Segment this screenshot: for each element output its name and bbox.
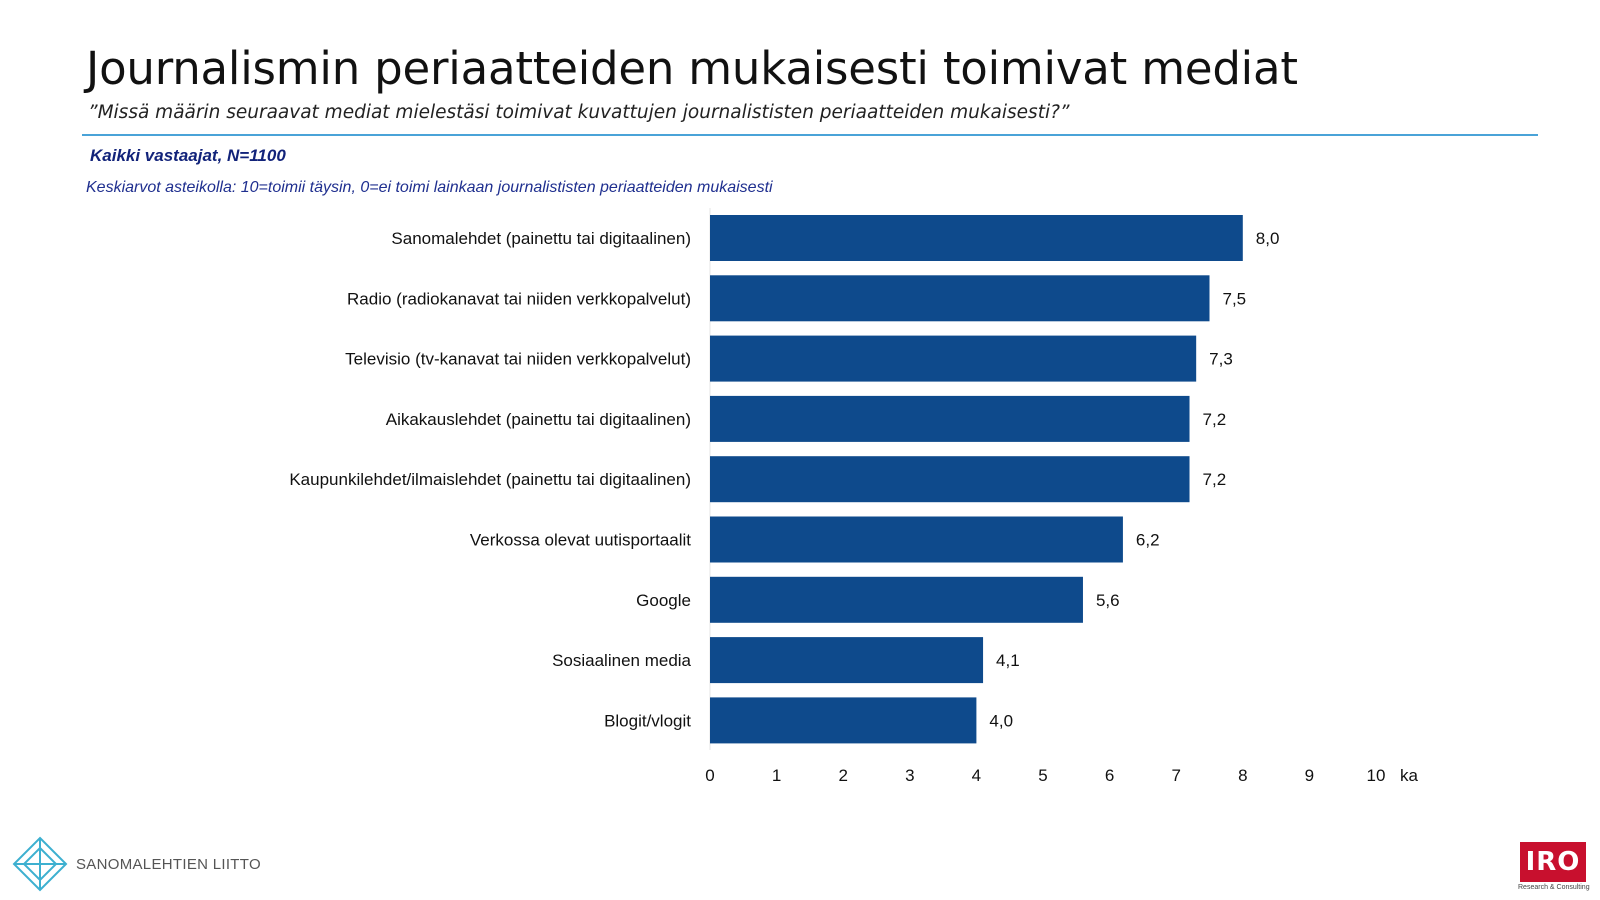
category-label: Blogit/vlogit [604,711,691,730]
value-label: 7,3 [1209,350,1233,369]
category-label: Verkossa olevat uutisportaalit [470,531,691,550]
x-tick-label: 9 [1305,766,1314,785]
x-axis-unit-label: ka [1400,766,1419,785]
bar [710,576,1083,623]
x-tick-label: 2 [838,766,847,785]
category-label: Sanomalehdet (painettu tai digitaalinen) [391,229,691,248]
x-tick-label: 6 [1105,766,1114,785]
bar [710,697,977,744]
header-divider [82,134,1538,136]
category-label: Sosiaalinen media [552,651,691,670]
category-label: Aikakauslehdet (painettu tai digitaaline… [386,410,691,429]
value-label: 7,2 [1203,410,1227,429]
x-tick-label: 1 [772,766,781,785]
x-tick-label: 3 [905,766,914,785]
x-tick-label: 10 [1367,766,1386,785]
bar [710,456,1190,503]
bar [710,516,1123,563]
iro-logo-subtitle: Research & Consulting [1518,884,1590,891]
value-label: 5,6 [1096,591,1120,610]
bar [710,275,1210,322]
value-label: 8,0 [1256,229,1280,248]
chart-subtitle: ”Missä määrin seuraavat mediat mielestäs… [88,102,1070,123]
x-tick-label: 8 [1238,766,1247,785]
bar [710,637,984,684]
scale-note: Keskiarvot asteikolla: 10=toimii täysin,… [86,179,773,196]
x-tick-label: 4 [972,766,981,785]
value-label: 7,2 [1203,470,1227,489]
bar [710,395,1190,442]
category-label: Kaupunkilehdet/ilmaislehdet (painettu ta… [289,470,691,489]
x-tick-label: 0 [705,766,714,785]
value-label: 4,0 [989,711,1013,730]
x-tick-label: 5 [1038,766,1047,785]
category-label: Radio (radiokanavat tai niiden verkkopal… [347,289,691,308]
chart-title: Journalismin periaatteiden mukaisesti to… [86,42,1298,95]
x-tick-label: 7 [1171,766,1180,785]
bar [710,335,1197,382]
sanomalehtien-liitto-label: SANOMALEHTIEN LIITTO [76,856,261,873]
bar [710,215,1243,261]
respondent-base: Kaikki vastaajat, N=1100 [90,146,286,165]
value-label: 7,5 [1223,289,1247,308]
iro-logo: IRO [1520,842,1586,882]
category-label: Google [636,591,691,610]
category-label: Televisio (tv-kanavat tai niiden verkkop… [345,350,691,369]
sanomalehtien-liitto-logo-icon [12,836,68,892]
value-label: 6,2 [1136,531,1160,550]
value-label: 4,1 [996,651,1020,670]
